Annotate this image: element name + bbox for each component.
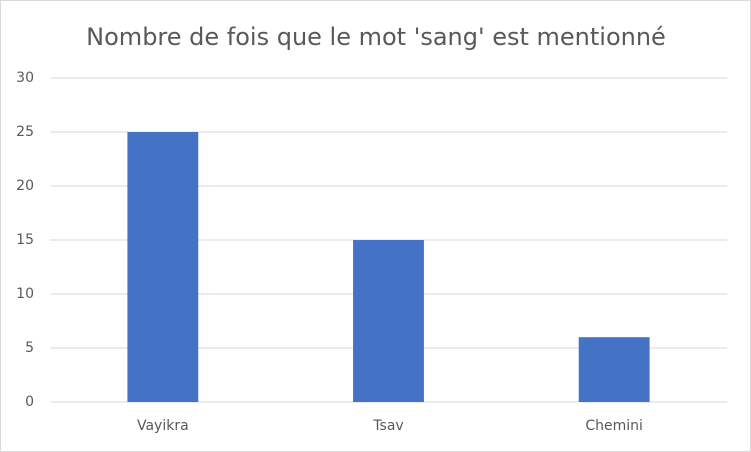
bar bbox=[353, 240, 424, 402]
bar bbox=[578, 337, 650, 402]
y-tick-label: 20 bbox=[16, 178, 34, 194]
chart-title: Nombre de fois que le mot 'sang' est men… bbox=[86, 23, 666, 51]
y-tick-label: 10 bbox=[16, 286, 34, 302]
bar bbox=[127, 132, 199, 402]
x-tick-label: Chemini bbox=[585, 418, 643, 434]
y-tick-label: 25 bbox=[16, 124, 34, 140]
y-tick-label: 30 bbox=[16, 70, 34, 86]
y-tick-label: 15 bbox=[16, 232, 34, 248]
y-tick-label: 5 bbox=[25, 340, 34, 356]
y-tick-label: 0 bbox=[25, 394, 34, 410]
x-tick-label: Vayikra bbox=[137, 418, 189, 434]
x-tick-label: Tsav bbox=[372, 418, 403, 434]
